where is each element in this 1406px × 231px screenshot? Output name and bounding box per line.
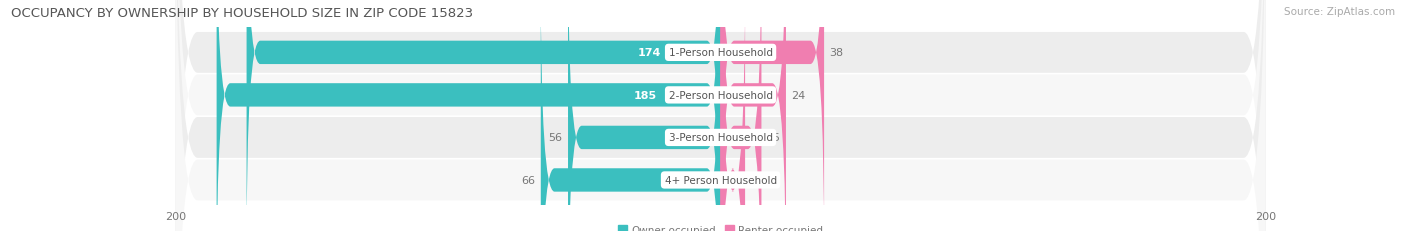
Text: 174: 174 (638, 48, 661, 58)
FancyBboxPatch shape (217, 0, 721, 231)
Text: 38: 38 (830, 48, 844, 58)
FancyBboxPatch shape (721, 0, 745, 231)
FancyBboxPatch shape (568, 0, 721, 231)
Text: 56: 56 (548, 133, 562, 143)
Text: 9: 9 (751, 175, 758, 185)
FancyBboxPatch shape (176, 0, 1265, 231)
FancyBboxPatch shape (721, 0, 762, 231)
Text: 4+ Person Household: 4+ Person Household (665, 175, 776, 185)
FancyBboxPatch shape (721, 0, 824, 231)
FancyBboxPatch shape (176, 0, 1265, 231)
Text: 24: 24 (792, 91, 806, 100)
FancyBboxPatch shape (176, 0, 1265, 231)
Text: 1-Person Household: 1-Person Household (669, 48, 772, 58)
Text: 66: 66 (522, 175, 536, 185)
FancyBboxPatch shape (176, 0, 1265, 231)
Text: 15: 15 (766, 133, 780, 143)
FancyBboxPatch shape (246, 0, 721, 231)
Text: Source: ZipAtlas.com: Source: ZipAtlas.com (1284, 7, 1395, 17)
Legend: Owner-occupied, Renter-occupied: Owner-occupied, Renter-occupied (614, 221, 827, 231)
Text: 2-Person Household: 2-Person Household (669, 91, 772, 100)
Text: 185: 185 (634, 91, 657, 100)
FancyBboxPatch shape (541, 0, 721, 231)
Text: OCCUPANCY BY OWNERSHIP BY HOUSEHOLD SIZE IN ZIP CODE 15823: OCCUPANCY BY OWNERSHIP BY HOUSEHOLD SIZE… (11, 7, 474, 20)
FancyBboxPatch shape (721, 0, 786, 231)
Text: 3-Person Household: 3-Person Household (669, 133, 772, 143)
